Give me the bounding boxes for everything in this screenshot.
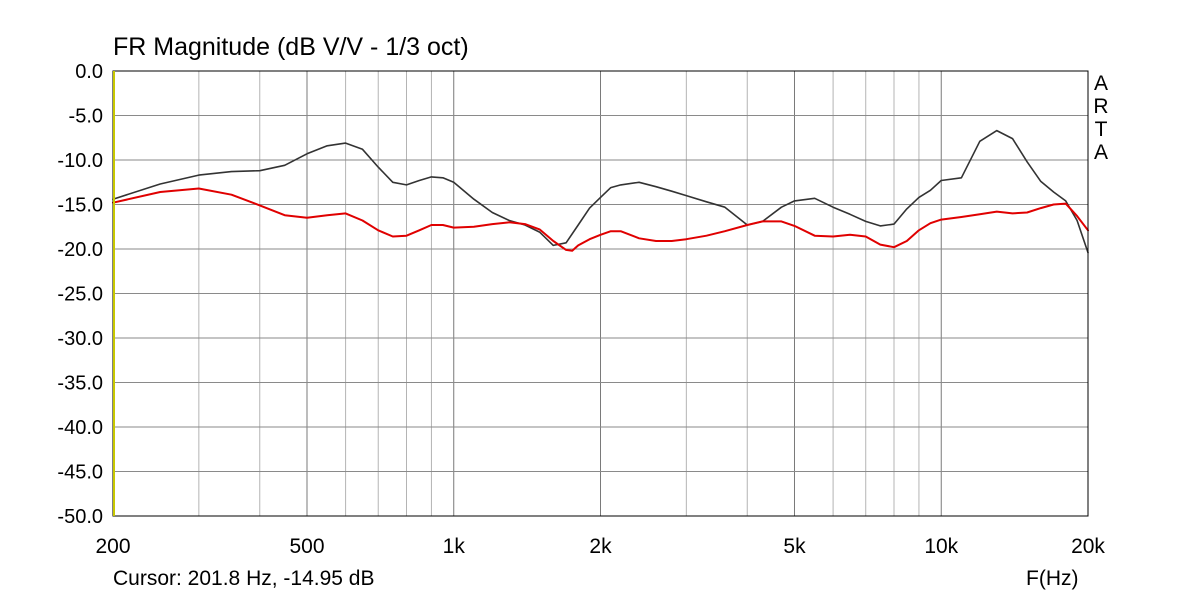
y-tick-label: -20.0 (57, 239, 103, 261)
y-tick-labels: 0.0 -5.0 -10.0 -15.0 -20.0 -25.0 -30.0 -35.0 -40… (57, 61, 103, 528)
x-tick-label: 10k (924, 535, 958, 558)
y-tick-label: -15.0 (57, 195, 103, 217)
y-tick-label: -45.0 (57, 462, 103, 484)
series-line-1 (112, 129, 1089, 254)
x-tick-label: 20k (1071, 535, 1105, 558)
watermark-letter-4: A (1093, 141, 1108, 164)
y-tick-label: -40.0 (57, 417, 103, 439)
y-tick-label: 0.0 (75, 61, 103, 83)
series-lines (112, 129, 1089, 254)
arta-watermark: A R T A (1093, 72, 1109, 164)
cursor-readout: Cursor: 201.8 Hz, -14.95 dB (113, 567, 375, 590)
x-tick-label: 200 (95, 535, 130, 558)
y-tick-label: -35.0 (57, 373, 103, 395)
watermark-letter-1: A (1093, 72, 1108, 95)
x-tick-labels: 200 500 1k 2k 5k 10k 20k (95, 535, 1105, 558)
watermark-letter-2: R (1093, 95, 1109, 118)
chart-title: FR Magnitude (dB V/V - 1/3 oct) (113, 33, 469, 61)
x-tick-label: 1k (443, 535, 466, 558)
y-tick-label: -50.0 (57, 506, 103, 528)
x-tick-label: 5k (783, 535, 806, 558)
y-tick-label: -25.0 (57, 284, 103, 306)
x-tick-label: 500 (289, 535, 324, 558)
y-tick-label: -5.0 (69, 106, 103, 128)
y-tick-label: -30.0 (57, 328, 103, 350)
watermark-letter-3: T (1094, 118, 1108, 141)
x-axis-label: F(Hz) (1026, 567, 1079, 590)
major-gridlines (113, 71, 1088, 516)
x-tick-label: 2k (589, 535, 612, 558)
y-tick-label: -10.0 (57, 150, 103, 172)
series-line-2 (112, 187, 1089, 252)
